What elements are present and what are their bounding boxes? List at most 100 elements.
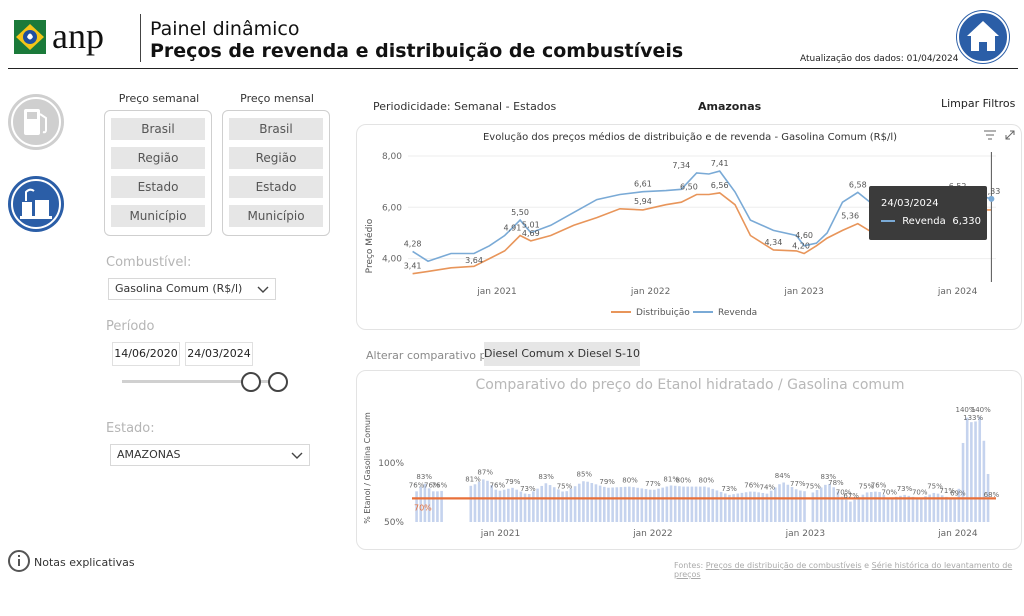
notes-link[interactable]: Notas explicativas	[34, 556, 135, 569]
distribution-button[interactable]	[8, 176, 64, 232]
ratio-bar[interactable]	[774, 487, 777, 522]
ratio-bar[interactable]	[636, 487, 639, 522]
ratio-bar[interactable]	[611, 487, 614, 522]
ratio-bar[interactable]	[744, 492, 748, 522]
ratio-bar[interactable]	[903, 494, 906, 522]
ratio-bar[interactable]	[511, 487, 514, 522]
ratio-bar[interactable]	[936, 493, 940, 522]
ratio-bar[interactable]	[590, 483, 594, 522]
ratio-bar[interactable]	[740, 492, 744, 522]
ratio-bar[interactable]	[782, 482, 785, 522]
info-icon[interactable]	[8, 550, 30, 572]
ratio-bar[interactable]	[415, 491, 418, 522]
legend-distribuicao[interactable]: Distribuição	[636, 308, 690, 318]
ratio-bar[interactable]	[469, 485, 473, 522]
ratio-bar[interactable]	[869, 492, 873, 522]
ratio-bar[interactable]	[586, 481, 589, 522]
weekly-estado-button[interactable]: Estado	[111, 176, 205, 198]
period-slider-end-handle[interactable]	[268, 372, 288, 392]
ratio-bar[interactable]	[761, 492, 765, 522]
ratio-bar[interactable]	[928, 494, 931, 522]
ratio-bar[interactable]	[431, 491, 435, 522]
ratio-bar[interactable]	[899, 495, 902, 522]
ratio-bar[interactable]	[657, 488, 660, 522]
ratio-bar[interactable]	[924, 496, 927, 522]
ratio-bar[interactable]	[824, 484, 827, 522]
ratio-bar[interactable]	[757, 492, 760, 522]
ratio-bar[interactable]	[978, 416, 982, 522]
ratio-bar[interactable]	[828, 484, 831, 522]
ratio-bar[interactable]	[540, 485, 544, 522]
ratio-bar[interactable]	[544, 483, 548, 522]
ratio-bar[interactable]	[573, 486, 577, 522]
ratio-bar[interactable]	[490, 485, 493, 522]
ratio-bar[interactable]	[561, 491, 564, 522]
ratio-bar[interactable]	[732, 494, 735, 522]
ratio-bar[interactable]	[894, 496, 898, 522]
ratio-bar[interactable]	[832, 487, 836, 522]
compare-toggle-button[interactable]: Diesel Comum x Diesel S-10	[484, 342, 640, 366]
ratio-bar[interactable]	[769, 490, 773, 522]
period-slider-start-handle[interactable]	[241, 372, 261, 392]
ratio-bar[interactable]	[582, 481, 585, 522]
ratio-bar[interactable]	[874, 491, 877, 522]
ratio-bar[interactable]	[686, 486, 690, 522]
ratio-bar[interactable]	[932, 492, 936, 522]
ratio-bar[interactable]	[532, 491, 535, 522]
ratio-bar[interactable]	[719, 491, 723, 522]
ratio-bar[interactable]	[920, 497, 923, 522]
ratio-bar[interactable]	[473, 484, 477, 522]
ratio-bar[interactable]	[523, 493, 527, 522]
ratio-bar[interactable]	[811, 492, 815, 522]
ratio-bar[interactable]	[694, 486, 698, 522]
fuel-dropdown[interactable]: Gasolina Comum (R$/l)	[108, 278, 276, 300]
ratio-bar[interactable]	[878, 491, 881, 522]
ratio-bar[interactable]	[423, 483, 427, 522]
ratio-bar[interactable]	[940, 495, 944, 522]
start-date-input[interactable]: 14/06/2020	[112, 342, 180, 366]
ratio-bar[interactable]	[565, 491, 569, 522]
ratio-bar[interactable]	[882, 494, 886, 522]
weekly-municipio-button[interactable]: Município	[111, 205, 205, 227]
ratio-bar[interactable]	[628, 486, 631, 522]
ratio-bar[interactable]	[982, 440, 986, 522]
ratio-bar[interactable]	[786, 484, 790, 522]
ratio-bar[interactable]	[907, 495, 911, 522]
ratio-bar[interactable]	[519, 491, 523, 522]
ratio-bar[interactable]	[723, 493, 727, 522]
ratio-bar[interactable]	[748, 491, 752, 522]
ratio-bar[interactable]	[569, 488, 573, 522]
monthly-regiao-button[interactable]: Região	[229, 147, 323, 169]
ratio-bar[interactable]	[527, 494, 531, 522]
ratio-bar[interactable]	[970, 422, 973, 522]
ratio-bar[interactable]	[690, 486, 694, 522]
ratio-bar[interactable]	[615, 487, 619, 522]
ratio-bar[interactable]	[632, 487, 635, 522]
monthly-municipio-button[interactable]: Município	[229, 205, 323, 227]
ratio-bar[interactable]	[598, 485, 602, 522]
ratio-bar[interactable]	[911, 496, 915, 522]
weekly-brasil-button[interactable]: Brasil	[111, 118, 205, 140]
ratio-bar[interactable]	[477, 481, 481, 522]
fuel-price-button[interactable]	[8, 94, 64, 150]
ratio-bar[interactable]	[853, 499, 856, 522]
monthly-brasil-button[interactable]: Brasil	[229, 118, 323, 140]
ratio-bar[interactable]	[552, 487, 556, 522]
legend-revenda[interactable]: Revenda	[718, 308, 757, 318]
ratio-bar[interactable]	[857, 497, 861, 522]
ratio-bar[interactable]	[974, 421, 977, 522]
home-button[interactable]	[956, 10, 1010, 64]
ratio-bar[interactable]	[698, 486, 702, 522]
ratio-bar[interactable]	[607, 487, 610, 522]
ratio-bar[interactable]	[836, 491, 840, 522]
clear-filters-button[interactable]: Limpar Filtros	[941, 97, 1016, 110]
ratio-bar-chart[interactable]: 100% 50% jan 2021 jan 2022 jan 2023 jan 2024…	[356, 370, 1022, 550]
ratio-bar[interactable]	[953, 498, 956, 522]
ratio-bar[interactable]	[673, 485, 677, 522]
ratio-bar[interactable]	[961, 442, 965, 522]
ratio-bar[interactable]	[648, 489, 652, 522]
filter-icon[interactable]	[984, 130, 996, 140]
ratio-bar[interactable]	[945, 496, 948, 522]
ratio-bar[interactable]	[728, 494, 731, 522]
ratio-bar[interactable]	[790, 487, 794, 522]
